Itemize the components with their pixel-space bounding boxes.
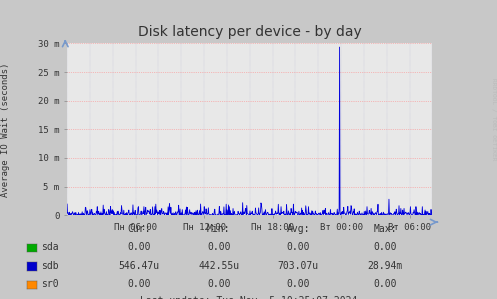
Text: 546.47u: 546.47u bbox=[119, 261, 160, 271]
Text: 0.00: 0.00 bbox=[286, 242, 310, 252]
Text: sdb: sdb bbox=[41, 261, 58, 271]
Text: Avg:: Avg: bbox=[286, 224, 310, 234]
Text: Max:: Max: bbox=[373, 224, 397, 234]
Text: 0.00: 0.00 bbox=[286, 279, 310, 289]
Text: 0.00: 0.00 bbox=[127, 279, 151, 289]
Text: sr0: sr0 bbox=[41, 279, 58, 289]
Text: 0.00: 0.00 bbox=[207, 279, 231, 289]
Text: 703.07u: 703.07u bbox=[278, 261, 319, 271]
Text: Average IO Wait (seconds): Average IO Wait (seconds) bbox=[1, 62, 10, 196]
Text: Cur:: Cur: bbox=[127, 224, 151, 234]
Text: 0.00: 0.00 bbox=[207, 242, 231, 252]
Text: 0.00: 0.00 bbox=[127, 242, 151, 252]
Text: 28.94m: 28.94m bbox=[368, 261, 403, 271]
Text: 442.55u: 442.55u bbox=[198, 261, 239, 271]
Text: 0.00: 0.00 bbox=[373, 279, 397, 289]
Text: RRDTOOL / TOBI OETIKER: RRDTOOL / TOBI OETIKER bbox=[491, 78, 496, 161]
Text: Min:: Min: bbox=[207, 224, 231, 234]
Text: Last update: Tue Nov  5 10:25:07 2024: Last update: Tue Nov 5 10:25:07 2024 bbox=[140, 296, 357, 299]
Text: 0.00: 0.00 bbox=[373, 242, 397, 252]
Title: Disk latency per device - by day: Disk latency per device - by day bbox=[138, 25, 362, 39]
Text: sda: sda bbox=[41, 242, 58, 252]
